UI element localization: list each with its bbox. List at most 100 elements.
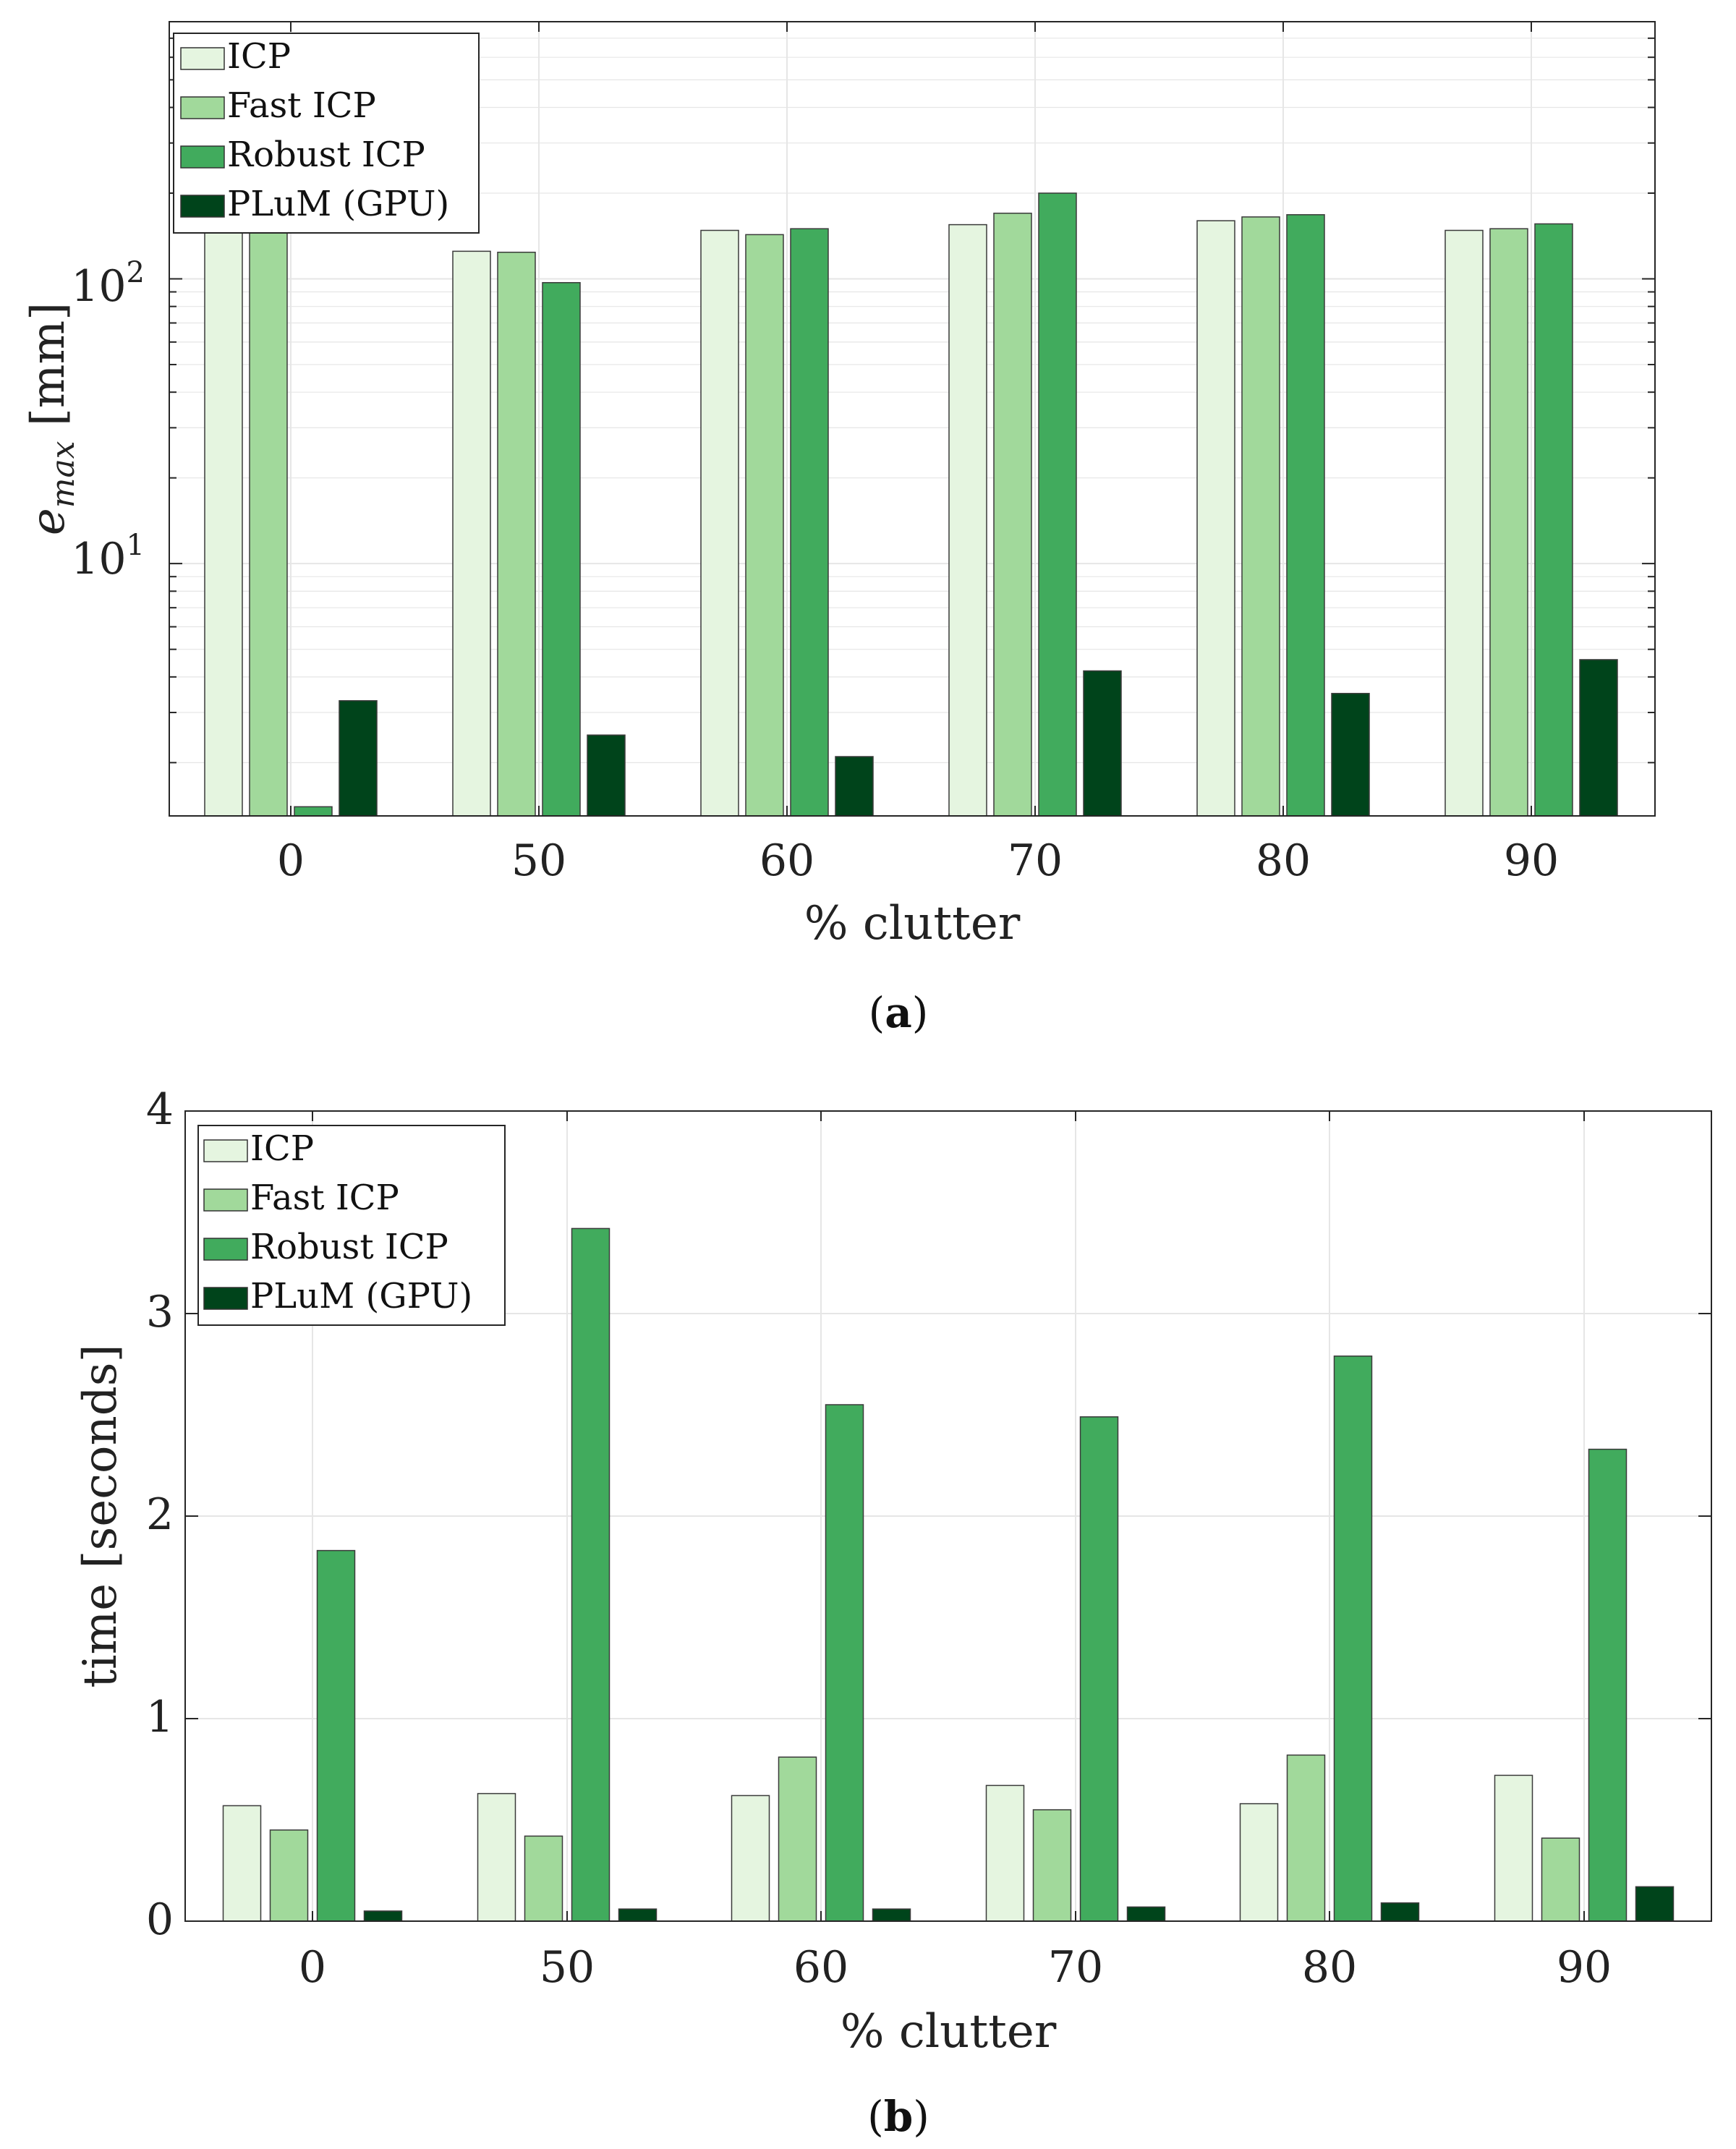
chart-a-xtick-label-70: 70 [1008,835,1063,886]
chart-b-bar-icp-60 [731,1795,770,1922]
chart-a-xtick-label-90: 90 [1504,835,1559,886]
chart-b-xlabel: % clutter [841,2005,1057,2059]
chart-b-bar-fast-icp-50 [524,1835,563,1922]
chart-b: 0 1 2 3 4 0 50 60 70 80 90 % clutter tim… [74,1084,1712,2141]
chart-a-bar-robust-icp-50 [542,281,581,817]
chart-b-bar-plum-gpu-50 [618,1908,658,1922]
chart-b-bar-icp-80 [1239,1803,1279,1922]
chart-a-legend-swatch-fast-icp [180,96,225,119]
chart-a-legend-swatch-icp [180,47,225,70]
chart-a-legend-label-fast-icp: Fast ICP [227,85,376,126]
chart-a-legend-label-plum: PLuM (GPU) [227,184,449,224]
chart-b-bar-plum-gpu-0 [363,1910,403,1922]
chart-a-xtick-label-80: 80 [1256,835,1311,886]
chart-b-legend-swatch-fast-icp [203,1188,248,1212]
chart-a-bar-icp-90 [1444,229,1484,817]
chart-a-y-ticks [169,21,1655,764]
chart-b-bar-plum-gpu-60 [872,1908,911,1922]
chart-a-legend-swatch-plum [180,195,225,218]
chart-a-bar-plum-gpu-90 [1579,659,1618,817]
chart-b-y-ticks [185,1110,1711,1922]
chart-a-ylabel: emax [mm] [22,302,82,535]
chart-b-xtick-label-60: 60 [793,1942,848,1993]
chart-a-bar-icp-80 [1196,220,1235,817]
chart-a-bar-robust-icp-60 [790,228,829,817]
chart-a-xlabel: % clutter [804,897,1021,950]
chart-b-legend-swatch-robust-icp [203,1238,248,1261]
chart-a-bar-plum-gpu-70 [1083,670,1122,817]
chart-a-bar-plum-gpu-80 [1331,692,1370,817]
chart-b-xtick-label-90: 90 [1557,1942,1612,1993]
chart-b-bar-robust-icp-90 [1588,1448,1628,1922]
chart-a-bar-fast-icp-60 [745,234,784,817]
chart-a-xtick-label-60: 60 [760,835,814,886]
chart-b-legend-swatch-icp [203,1139,248,1162]
chart-b-bar-fast-icp-60 [778,1756,817,1922]
chart-b-x-ticks [312,1111,1585,1921]
chart-b-ytick-label-2: 2 [146,1489,174,1540]
chart-b-bar-icp-90 [1494,1774,1533,1922]
chart-a-bar-fast-icp-50 [497,251,536,817]
chart-b-bar-icp-0 [222,1805,262,1922]
chart-a-bar-robust-icp-70 [1038,192,1077,817]
chart-a-bar-icp-70 [948,224,987,817]
chart-a-bar-plum-gpu-0 [339,699,378,817]
chart-a-bar-plum-gpu-60 [835,756,874,817]
chart-a-bar-plum-gpu-50 [587,734,626,817]
chart-a-bar-robust-icp-90 [1534,223,1573,817]
chart-b-bar-robust-icp-70 [1079,1416,1119,1922]
chart-b-caption: (b) [867,2092,929,2141]
chart-b-legend-label-icp: ICP [250,1128,314,1169]
chart-a-gridlines [169,21,1655,816]
chart-b-ytick-label-1: 1 [146,1692,174,1742]
chart-b-legend-label-plum: PLuM (GPU) [250,1276,472,1316]
chart-a-xtick-label-0: 0 [277,835,305,886]
chart-b-bar-icp-70 [985,1784,1025,1922]
chart-a-bar-icp-50 [452,250,491,817]
chart-a-bar-icp-60 [700,229,739,817]
chart-b-bar-plum-gpu-90 [1635,1886,1675,1922]
chart-a-bar-fast-icp-0 [249,232,288,817]
chart-a-caption: (a) [869,988,929,1037]
chart-a-bar-fast-icp-70 [993,213,1032,817]
chart-a-bar-robust-icp-0 [294,806,333,817]
chart-a-bar-robust-icp-80 [1286,214,1325,817]
chart-b-bar-robust-icp-50 [571,1227,610,1922]
chart-b-bar-plum-gpu-70 [1126,1906,1166,1922]
chart-a-bar-fast-icp-80 [1241,216,1280,817]
chart-a-legend-swatch-robust-icp [180,145,225,169]
chart-a-x-ticks [290,22,1532,816]
chart-b-bars [222,1227,1675,1922]
chart-b-ytick-label-3: 3 [146,1287,174,1337]
chart-a-legend-label-robust-icp: Robust ICP [227,135,425,175]
chart-b-xtick-label-80: 80 [1302,1942,1357,1993]
chart-b-ylabel: time [seconds] [74,1344,127,1688]
chart-a-bars [204,192,1618,817]
chart-b-bar-icp-50 [477,1792,516,1922]
chart-a-bar-icp-0 [204,232,243,817]
chart-b-legend-label-robust-icp: Robust ICP [250,1227,448,1267]
chart-b-xtick-label-0: 0 [299,1942,326,1993]
chart-b-legend-label-fast-icp: Fast ICP [250,1178,399,1218]
chart-a-ytick-label-10-2: 102 [71,256,145,312]
chart-b-bar-robust-icp-0 [316,1549,356,1922]
chart-a-legend: ICP Fast ICP Robust ICP PLuM (GPU) [173,33,480,234]
chart-b-bar-fast-icp-0 [269,1829,309,1922]
chart-a-axes-box [169,21,1656,817]
chart-b-bar-plum-gpu-80 [1380,1902,1420,1922]
chart-b-xtick-label-50: 50 [540,1942,595,1993]
chart-b-bar-fast-icp-90 [1541,1837,1580,1922]
chart-b-xtick-label-70: 70 [1048,1942,1103,1993]
chart-a: 101 102 0 50 60 70 80 90 % clutter emax … [22,21,1656,1037]
chart-b-ytick-label-4: 4 [146,1084,174,1135]
chart-b-legend-box [197,1125,506,1326]
chart-a-legend-label-icp: ICP [227,36,291,77]
chart-b-bar-fast-icp-70 [1032,1809,1072,1922]
chart-b-bar-robust-icp-80 [1333,1356,1373,1922]
chart-b-legend-swatch-plum [203,1287,248,1310]
chart-a-bar-fast-icp-90 [1489,228,1528,817]
chart-b-ytick-label-0: 0 [146,1894,174,1945]
chart-a-xtick-label-50: 50 [511,835,566,886]
chart-b-legend: ICP Fast ICP Robust ICP PLuM (GPU) [197,1125,506,1326]
